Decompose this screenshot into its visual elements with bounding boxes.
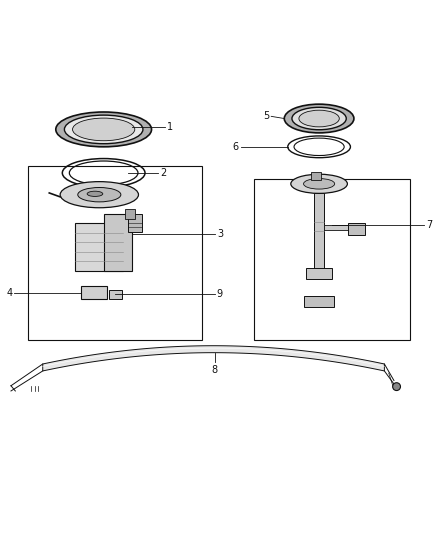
Ellipse shape [284,104,354,133]
Bar [254,180,410,341]
Bar [314,193,324,269]
Text: 7: 7 [426,220,432,230]
Ellipse shape [60,182,138,208]
Ellipse shape [392,383,400,391]
Bar [127,214,141,232]
Text: 3: 3 [217,229,223,239]
Ellipse shape [87,191,103,197]
Bar [81,286,107,299]
Bar [124,209,135,219]
Bar [311,172,321,180]
Ellipse shape [304,179,335,189]
Ellipse shape [73,118,135,141]
Bar [304,296,334,307]
Bar [75,223,123,271]
Ellipse shape [78,188,121,202]
Bar [324,225,350,230]
Ellipse shape [299,110,339,127]
Bar [348,223,365,235]
Polygon shape [43,346,385,371]
Ellipse shape [291,174,347,193]
Text: 1: 1 [167,122,173,132]
Bar [28,166,201,341]
Ellipse shape [56,112,152,147]
Text: 4: 4 [6,288,12,297]
Bar [110,289,121,299]
Text: 2: 2 [160,168,166,178]
Bar [306,268,332,279]
Text: 5: 5 [263,111,269,122]
Ellipse shape [64,115,143,144]
Bar [104,214,132,271]
Text: 6: 6 [233,142,239,152]
Ellipse shape [292,107,346,130]
Text: 9: 9 [217,289,223,300]
Text: 8: 8 [212,365,218,375]
